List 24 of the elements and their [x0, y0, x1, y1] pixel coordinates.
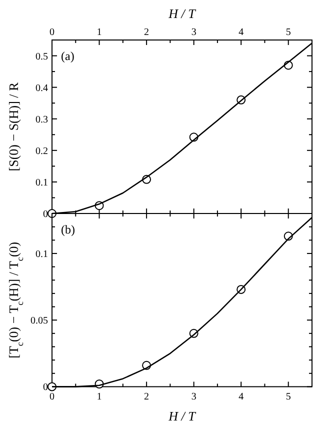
x-tick-label: 3 [191, 392, 196, 403]
x-tick-label: 3 [191, 27, 196, 38]
y-tick-label: 0.3 [36, 114, 48, 126]
y-tick-label: 0.05 [30, 316, 48, 327]
x-tick-label: 5 [286, 27, 291, 38]
y-tick-label: 0.1 [36, 248, 48, 260]
y-tick-label: 0.5 [36, 51, 48, 62]
annotation: (b) [61, 222, 75, 236]
x-tick-label: 1 [96, 392, 102, 403]
y-axis-title: [S(0) − S(H)] / R [6, 82, 21, 172]
y-tick-label: 0.1 [36, 177, 48, 188]
y-tick-label: 0.2 [36, 146, 48, 157]
x-tick-label: 5 [286, 392, 291, 403]
x-tick-label: 4 [238, 27, 244, 38]
annotation: (a) [61, 49, 74, 63]
x-axis-title: H / T [168, 6, 196, 21]
x-tick-label: 4 [238, 392, 244, 403]
x-axis-title: H / T [168, 408, 196, 424]
y-tick-label: 0 [43, 382, 48, 394]
y-tick-label: 0.4 [36, 82, 48, 94]
y-tick-label: 0 [43, 209, 48, 220]
x-tick-label: 2 [144, 392, 150, 403]
x-tick-label: 2 [144, 27, 150, 38]
x-tick-label: 1 [96, 27, 102, 38]
